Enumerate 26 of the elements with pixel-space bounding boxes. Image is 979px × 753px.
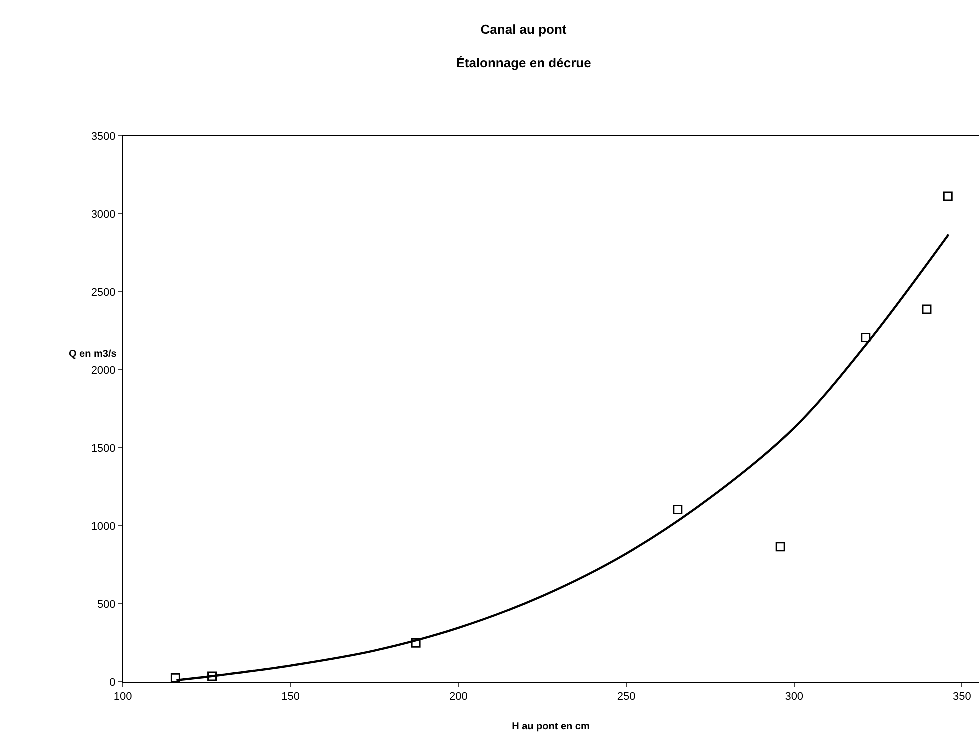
point [776, 542, 786, 552]
y-tick-label: 2000 [91, 364, 116, 377]
x-axis-title: H au pont en cm [512, 722, 590, 733]
point [861, 332, 871, 342]
x-tick-label: 150 [282, 691, 300, 704]
chart-title: Canal au pont [480, 22, 568, 37]
point [922, 304, 932, 314]
point [673, 505, 683, 515]
y-tick-label: 1000 [91, 520, 116, 533]
y-tick-label: 3500 [91, 130, 116, 143]
point [208, 672, 218, 682]
chart-subtitle: Étalonnage en décrue [456, 56, 592, 71]
y-tick-label: 3000 [91, 208, 116, 221]
y-tick-label: 500 [97, 598, 116, 611]
point [170, 673, 180, 682]
x-tick-label: 200 [450, 691, 468, 704]
point [411, 638, 421, 648]
y-tick-label: 0 [110, 676, 116, 689]
x-tick-label: 300 [785, 691, 804, 704]
y-tick-label: 2500 [91, 286, 116, 299]
x-tick-label: 100 [114, 691, 132, 704]
y-tick-label: 1500 [91, 442, 116, 455]
y-axis-title: Q en m3/s [69, 349, 118, 360]
x-tick-label: 350 [953, 691, 972, 704]
x-tick-label: 250 [617, 691, 636, 704]
point [943, 192, 953, 202]
